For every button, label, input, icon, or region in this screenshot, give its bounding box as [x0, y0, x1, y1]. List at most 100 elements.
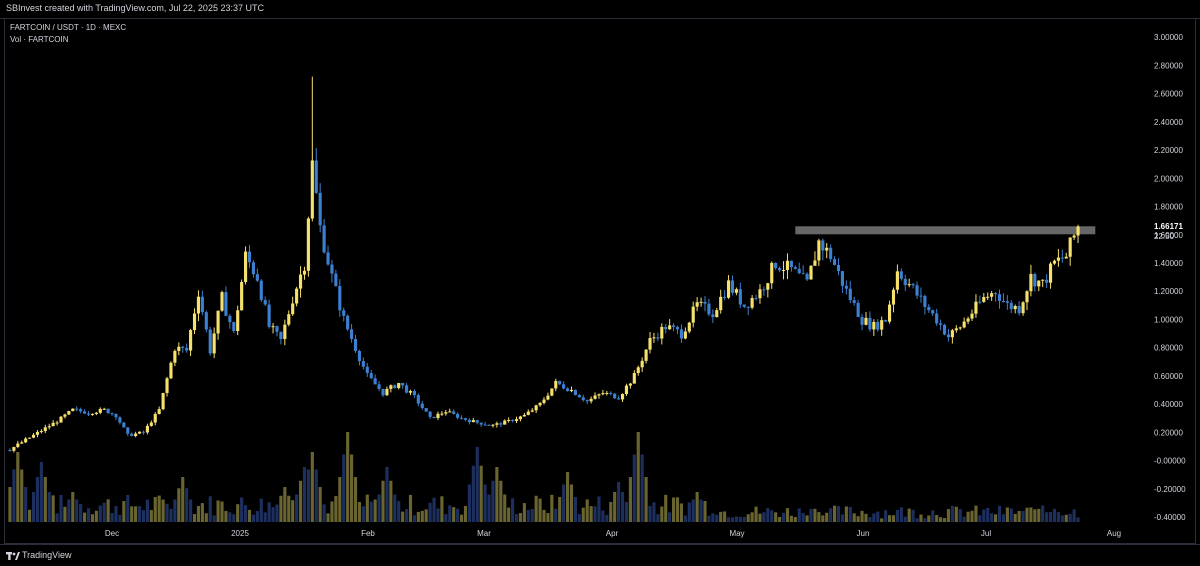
candle-body: [306, 218, 310, 271]
volume-bar: [432, 497, 436, 522]
candle-body: [1048, 263, 1053, 283]
candle-body: [381, 388, 385, 396]
volume-bar: [683, 515, 687, 522]
candle-body: [923, 295, 927, 308]
candle-body: [730, 280, 735, 293]
candle-body: [283, 324, 287, 339]
volume-bar: [357, 502, 362, 522]
candle-body: [440, 413, 444, 415]
y-tick-label: 1.40000: [1154, 259, 1183, 268]
candle-body: [754, 298, 758, 300]
candle-body: [829, 247, 833, 260]
volume-bar: [247, 509, 252, 522]
volume-bar: [518, 513, 523, 522]
candle-body: [28, 437, 32, 439]
volume-bar: [232, 514, 236, 522]
candle-body: [597, 394, 601, 396]
candle-body: [67, 411, 71, 415]
y-tick-label: 0.60000: [1154, 372, 1183, 381]
candle-body: [495, 423, 499, 425]
volume-bar: [157, 495, 161, 522]
volume-bar: [770, 510, 774, 522]
candle-body: [456, 413, 460, 418]
candle-body: [389, 385, 393, 389]
candle-body: [789, 260, 793, 268]
candle-body: [817, 240, 821, 261]
candle-body: [762, 289, 766, 291]
volume-bar: [1045, 512, 1049, 522]
candle-body: [589, 398, 593, 402]
candle-body: [491, 424, 495, 426]
candle-body: [632, 373, 636, 384]
volume-bar: [656, 514, 660, 522]
volume-bar: [424, 509, 428, 522]
candle-body: [601, 393, 605, 395]
candle-body: [899, 271, 903, 279]
chart-frame: [4, 18, 1196, 544]
volume-bar: [326, 513, 330, 522]
volume-bar: [581, 507, 585, 522]
volume-bar: [691, 499, 695, 522]
candle-body: [141, 431, 146, 433]
candle-body: [12, 447, 16, 451]
candle-body: [499, 423, 503, 425]
volume-bar: [538, 498, 542, 522]
volume-bar: [876, 511, 880, 522]
volume-bar: [762, 512, 766, 522]
volume-bar: [534, 495, 538, 522]
candle-body: [719, 296, 723, 311]
volume-bar: [628, 477, 632, 522]
candle-body: [177, 346, 181, 351]
price-chart[interactable]: 3.00000 2.80000 2.60000 2.40000 2.20000 2.000…: [0, 18, 1200, 544]
candle-body: [295, 288, 299, 304]
volume-bar: [848, 506, 852, 522]
candle-body: [47, 426, 51, 428]
volume-bar: [946, 509, 951, 522]
volume-bar: [774, 512, 778, 522]
candle-body: [483, 424, 487, 426]
volume-bar: [978, 515, 982, 522]
volume-bar: [452, 507, 456, 522]
candle-body: [181, 346, 185, 348]
volume-bar: [385, 467, 389, 522]
candle-body: [361, 361, 365, 367]
candle-body: [279, 331, 283, 339]
candle-body: [369, 373, 373, 379]
volume-bar: [39, 462, 43, 522]
candle-body: [102, 408, 106, 410]
volume-bar: [923, 518, 927, 522]
x-tick-label: Aug: [1107, 529, 1121, 538]
volume-bar: [71, 492, 75, 522]
candle-body: [970, 313, 974, 319]
volume-bar: [365, 494, 369, 522]
candle-body: [887, 304, 892, 322]
candle-body: [275, 326, 279, 332]
volume-bar: [825, 512, 829, 522]
volume-bar: [240, 497, 244, 522]
volume-bar: [298, 480, 303, 522]
volume-bar: [369, 501, 373, 522]
candle-body: [836, 264, 841, 272]
volume-bar: [471, 465, 475, 522]
volume-bar: [668, 512, 672, 522]
volume-bar: [495, 467, 499, 522]
candle-body: [1060, 257, 1064, 259]
candle-body: [664, 326, 668, 330]
volume-bar: [1029, 507, 1033, 522]
candle-body: [774, 262, 778, 268]
candle-body: [530, 410, 534, 412]
volume-bar: [141, 510, 146, 522]
volume-bar: [844, 506, 848, 522]
candle-body: [412, 391, 416, 396]
candle-body: [950, 330, 954, 338]
candle-body: [1072, 235, 1076, 238]
x-tick-label: Dec: [105, 529, 119, 538]
candle-body: [377, 384, 381, 389]
candle-body: [856, 302, 860, 317]
volume-bar: [287, 495, 291, 522]
candle-body: [216, 310, 220, 334]
volume-bar: [821, 515, 825, 522]
candle-body: [613, 393, 617, 399]
volume-bar: [797, 508, 801, 522]
candle-body: [833, 259, 837, 265]
